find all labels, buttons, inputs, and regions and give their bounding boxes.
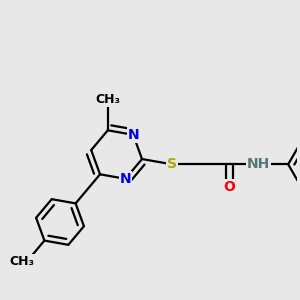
Text: N: N (120, 172, 131, 186)
Text: NH: NH (247, 157, 270, 171)
Text: CH₃: CH₃ (10, 255, 35, 268)
Text: O: O (224, 180, 236, 194)
Text: CH₃: CH₃ (95, 93, 120, 106)
Text: S: S (167, 157, 177, 171)
Text: N: N (128, 128, 139, 142)
